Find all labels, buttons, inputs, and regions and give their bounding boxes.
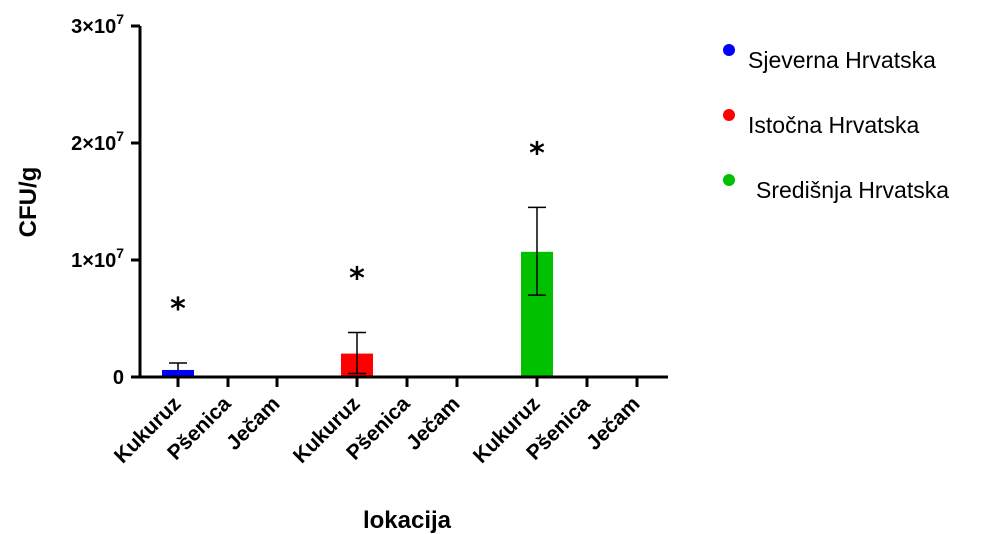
x-tick-label: Ječam <box>582 392 645 455</box>
significance-star: * <box>170 292 186 327</box>
legend-label: Središnja Hrvatska <box>756 177 949 203</box>
axes-layer <box>138 26 668 379</box>
y-tick-label: 3×107 <box>71 11 124 38</box>
legend-label: Istočna Hrvatska <box>748 112 919 138</box>
legend-marker <box>723 174 735 186</box>
y-ticks-layer: 0 1×107 2×107 3×107 <box>71 11 140 389</box>
y-axis-title: CFU/g <box>15 167 42 238</box>
legend-label: Sjeverna Hrvatska <box>748 47 936 73</box>
legend-marker <box>723 44 735 56</box>
legend: Sjeverna Hrvatska Istočna Hrvatska Središn… <box>723 44 949 203</box>
significance-star: * <box>529 136 545 171</box>
x-tick-label: Ječam <box>222 392 285 455</box>
x-tick-label: Ječam <box>402 392 465 455</box>
error-bars-layer <box>169 206 546 375</box>
y-tick-label: 0 <box>113 367 124 389</box>
annotations-layer: * * * <box>170 136 545 327</box>
x-axis-title: lokacija <box>363 507 452 534</box>
bar <box>162 369 194 377</box>
significance-star: * <box>349 262 365 297</box>
legend-marker <box>723 109 735 121</box>
y-tick-label: 2×107 <box>71 128 124 155</box>
y-tick-label: 1×107 <box>71 245 124 272</box>
